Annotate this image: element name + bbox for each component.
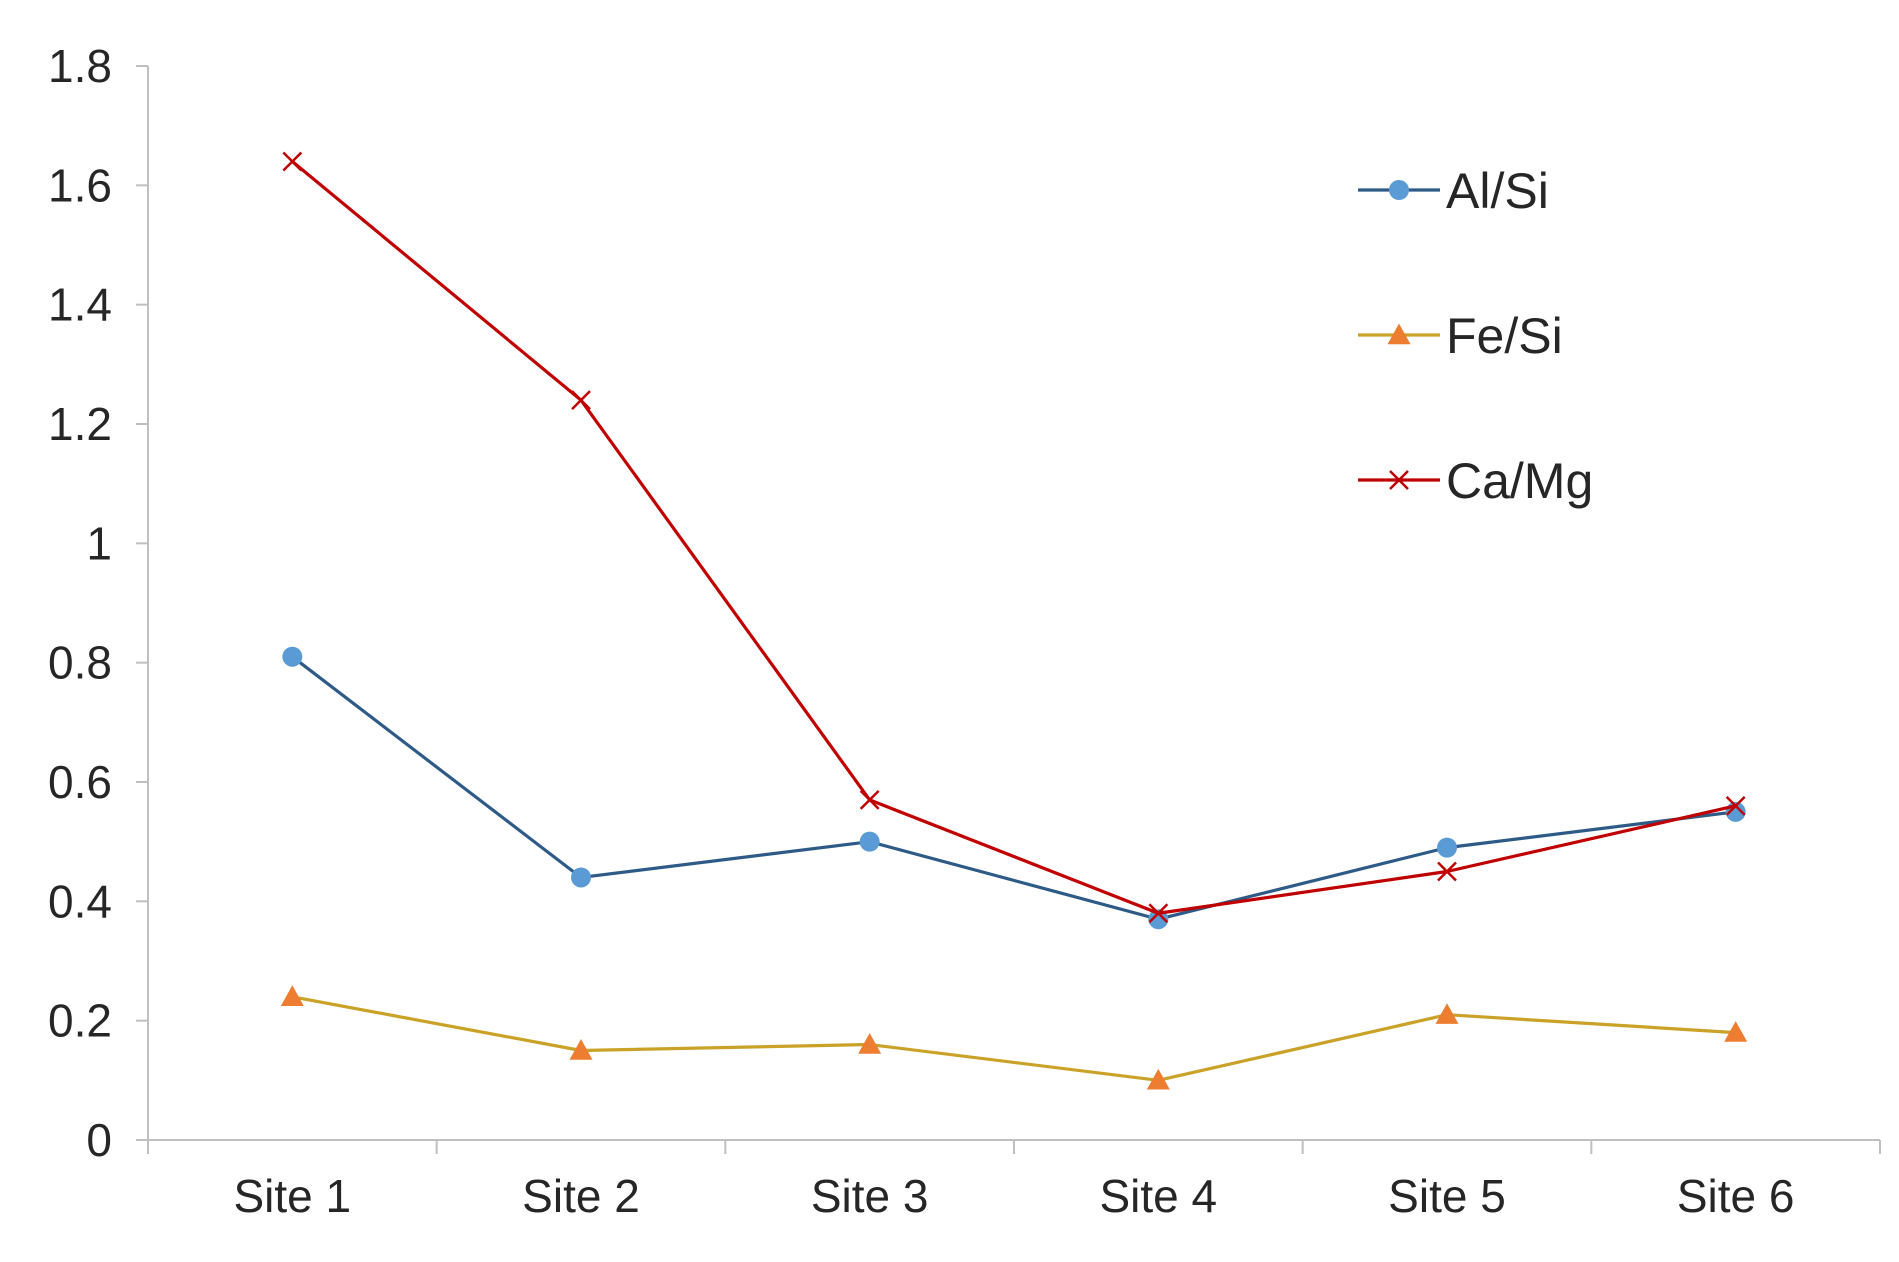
y-tick-label: 1 [86, 517, 112, 569]
y-tick-label: 0.8 [48, 637, 112, 689]
data-point [571, 390, 591, 411]
data-point [859, 831, 880, 852]
legend-marker [1387, 323, 1411, 345]
data-point [858, 1033, 882, 1054]
y-tick-label: 0.4 [48, 875, 112, 927]
x-tick-label: Site 1 [234, 1170, 352, 1222]
legend-item-al-si: Al/Si [1358, 163, 1549, 219]
series-al-si [282, 646, 1746, 930]
data-point [571, 867, 591, 888]
data-point [1435, 1003, 1459, 1024]
x-tick-label: Site 5 [1388, 1170, 1506, 1222]
x-tick-label: Site 3 [811, 1170, 929, 1222]
series-line [291, 160, 1737, 915]
data-point [1725, 795, 1746, 816]
x-tick-label: Site 2 [522, 1170, 640, 1222]
series-ca-mg [282, 151, 1746, 924]
y-tick-label: 1.4 [48, 279, 112, 331]
legend-label: Fe/Si [1446, 308, 1563, 364]
series-line [291, 655, 1736, 921]
data-point [569, 1039, 593, 1060]
legend-label: Al/Si [1446, 163, 1549, 219]
data-point [1146, 1068, 1170, 1090]
y-tick-label: 1.2 [48, 398, 112, 450]
data-point [1437, 861, 1457, 882]
data-point [1148, 909, 1169, 930]
y-tick-label: 0.6 [48, 756, 112, 808]
data-point [282, 151, 303, 172]
axes [147, 66, 1880, 1141]
y-tick-label: 0 [86, 1114, 112, 1166]
legend: Al/Si Fe/Si Ca/Mg [1358, 163, 1593, 509]
data-point [1148, 903, 1169, 924]
x-tick-label: Site 4 [1100, 1170, 1218, 1222]
legend-item-fe-si: Fe/Si [1358, 308, 1563, 364]
y-tick-label: 1.8 [48, 40, 112, 92]
data-point [1724, 1021, 1748, 1042]
data-point [1437, 837, 1457, 858]
y-tick-label: 1.6 [48, 159, 112, 211]
data-point [859, 790, 880, 810]
y-tick-label: 0.2 [48, 995, 112, 1047]
series-fe-si [280, 985, 1748, 1090]
data-point [282, 646, 303, 667]
legend-label: Ca/Mg [1446, 453, 1593, 509]
legend-item-ca-mg: Ca/Mg [1358, 453, 1593, 509]
series-line [292, 995, 1736, 1082]
legend-marker [1389, 180, 1409, 200]
x-axis-ticks: Site 1 Site 2 Site 3 Site 4 Site 5 Site 6 [147, 1140, 1881, 1222]
y-axis-ticks: 0 0.2 0.4 0.6 0.8 1 1.2 1.4 1.6 1.8 [48, 40, 148, 1166]
series-layer [280, 151, 1748, 1090]
legend-marker [1389, 470, 1409, 490]
x-tick-label: Site 6 [1677, 1170, 1795, 1222]
data-point [280, 985, 304, 1006]
